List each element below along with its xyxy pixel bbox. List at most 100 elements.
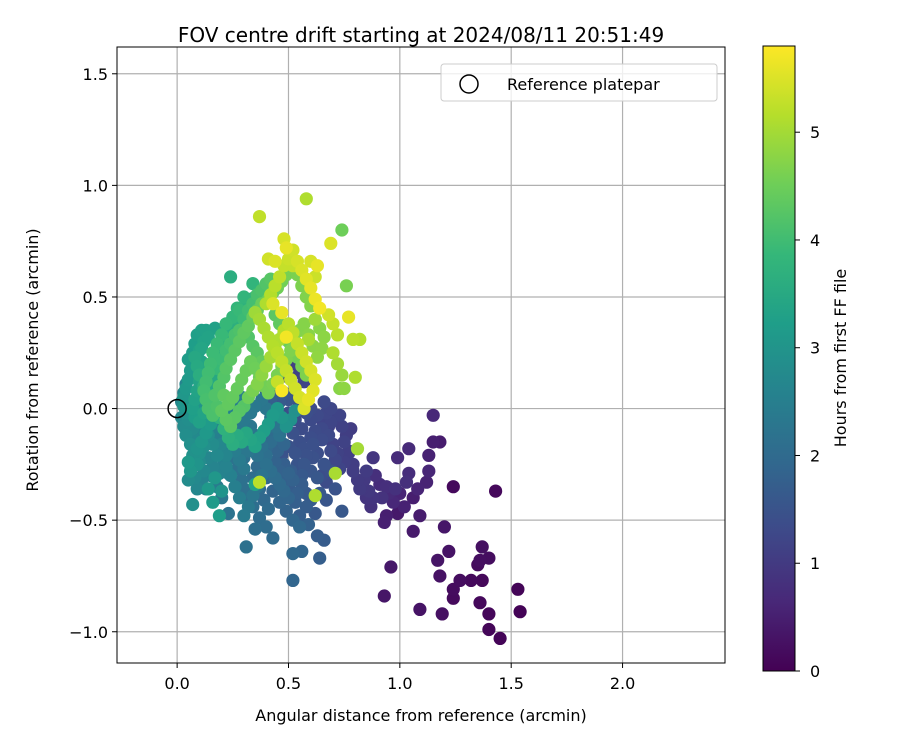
scatter-point — [310, 350, 324, 364]
scatter-point — [279, 241, 293, 255]
scatter-point — [377, 589, 391, 603]
legend: Reference platepar — [440, 63, 718, 102]
scatter-point — [317, 395, 331, 409]
scatter-point — [335, 368, 349, 382]
scatter-point — [181, 455, 195, 469]
x-tick-label: 0.0 — [164, 674, 189, 693]
scatter-point — [301, 393, 316, 407]
scatter-point — [475, 573, 489, 588]
colorbar-tick-label: 4 — [810, 231, 820, 250]
colorbar: 0 1 2 3 4 5 Hours from first FF file — [762, 45, 850, 681]
scatter-point — [391, 451, 405, 465]
scatter-point — [406, 524, 420, 538]
scatter-point — [219, 317, 233, 331]
scatter-point — [339, 279, 353, 293]
scatter-point — [473, 596, 487, 610]
scatter-point — [279, 330, 293, 344]
scatter-point — [335, 419, 349, 433]
scatter-point — [437, 520, 451, 534]
colorbar-tick-label: 0 — [810, 662, 820, 681]
scatter-point — [413, 509, 427, 523]
scatter-point — [511, 582, 525, 596]
scatter-point — [397, 500, 411, 514]
scatter-point — [475, 540, 489, 554]
colorbar-ticks: 0 1 2 3 4 5 — [795, 123, 820, 681]
scatter-point — [464, 573, 478, 588]
data-points — [175, 192, 527, 646]
scatter-point — [201, 482, 215, 496]
scatter-point — [482, 622, 496, 637]
scatter-point — [286, 547, 300, 561]
scatter-point — [215, 484, 229, 498]
plot-frame — [116, 46, 726, 664]
scatter-point — [252, 511, 267, 525]
scatter-point — [317, 330, 331, 344]
scatter-point — [422, 464, 436, 478]
scatter-point — [359, 464, 373, 478]
scatter-point — [335, 223, 349, 237]
scatter-point — [310, 259, 324, 273]
scatter-point — [268, 254, 282, 268]
colorbar-gradient — [763, 46, 795, 671]
scatter-point — [330, 328, 345, 342]
x-tick-label: 1.0 — [387, 674, 412, 693]
scatter-point — [442, 544, 456, 559]
scatter-point — [326, 346, 340, 360]
scatter-point — [493, 631, 507, 646]
scatter-point — [317, 457, 331, 471]
scatter-point — [293, 520, 307, 534]
scatter-point — [259, 457, 273, 471]
x-tick-label: 0.5 — [276, 674, 301, 693]
scatter-point — [435, 607, 449, 621]
scatter-point — [335, 504, 349, 518]
colorbar-frame — [762, 45, 796, 672]
scatter-point — [308, 312, 322, 326]
scatter-point — [342, 310, 356, 324]
scatter-point — [288, 446, 302, 460]
scatter-point — [453, 573, 467, 588]
scatter-point — [286, 573, 300, 588]
scatter-point — [261, 502, 275, 516]
scatter-point — [402, 442, 416, 456]
scatter-point — [377, 515, 391, 530]
scatter-point — [328, 482, 342, 496]
scatter-point — [275, 384, 289, 398]
scatter-point — [273, 270, 287, 284]
colorbar-tick-label: 5 — [810, 123, 820, 142]
scatter-point — [324, 444, 338, 458]
scatter-point — [246, 489, 260, 503]
legend-open-circle-icon — [459, 74, 479, 94]
scatter-point — [513, 605, 527, 619]
reference-platepar-marker — [167, 398, 187, 419]
scatter-point — [297, 317, 311, 331]
scatter-point — [232, 491, 247, 505]
x-axis-ticks: 0.0 0.5 1.0 1.5 2.0 — [164, 663, 635, 693]
colorbar-label: Hours from first FF file — [831, 269, 850, 448]
scatter-point — [297, 457, 311, 471]
scatter-point — [313, 301, 327, 315]
y-tick-label: 1.0 — [83, 176, 108, 195]
x-axis-label: Angular distance from reference (arcmin) — [255, 706, 586, 725]
scatter-point — [426, 435, 440, 449]
scatter-point — [186, 497, 200, 512]
scatter-point — [313, 551, 327, 565]
scatter-point — [388, 482, 402, 496]
scatter-point — [422, 448, 436, 462]
scatter-point — [308, 489, 322, 503]
colorbar-tick-label: 1 — [810, 554, 820, 573]
scatter-point — [328, 466, 342, 480]
scatter-point — [384, 560, 398, 574]
scatter-point — [304, 281, 318, 295]
scatter-point — [310, 471, 324, 485]
scatter-point — [346, 332, 360, 346]
reference-marker — [167, 398, 187, 419]
scatter-point — [337, 435, 351, 449]
scatter-point — [266, 531, 280, 545]
x-tick-label: 2.0 — [610, 674, 635, 693]
scatter-point — [275, 306, 289, 320]
scatter-point — [212, 509, 226, 523]
scatter-point — [431, 553, 445, 567]
scatter-point — [219, 460, 233, 474]
scatter-point — [301, 332, 316, 346]
scatter-point — [266, 297, 280, 311]
